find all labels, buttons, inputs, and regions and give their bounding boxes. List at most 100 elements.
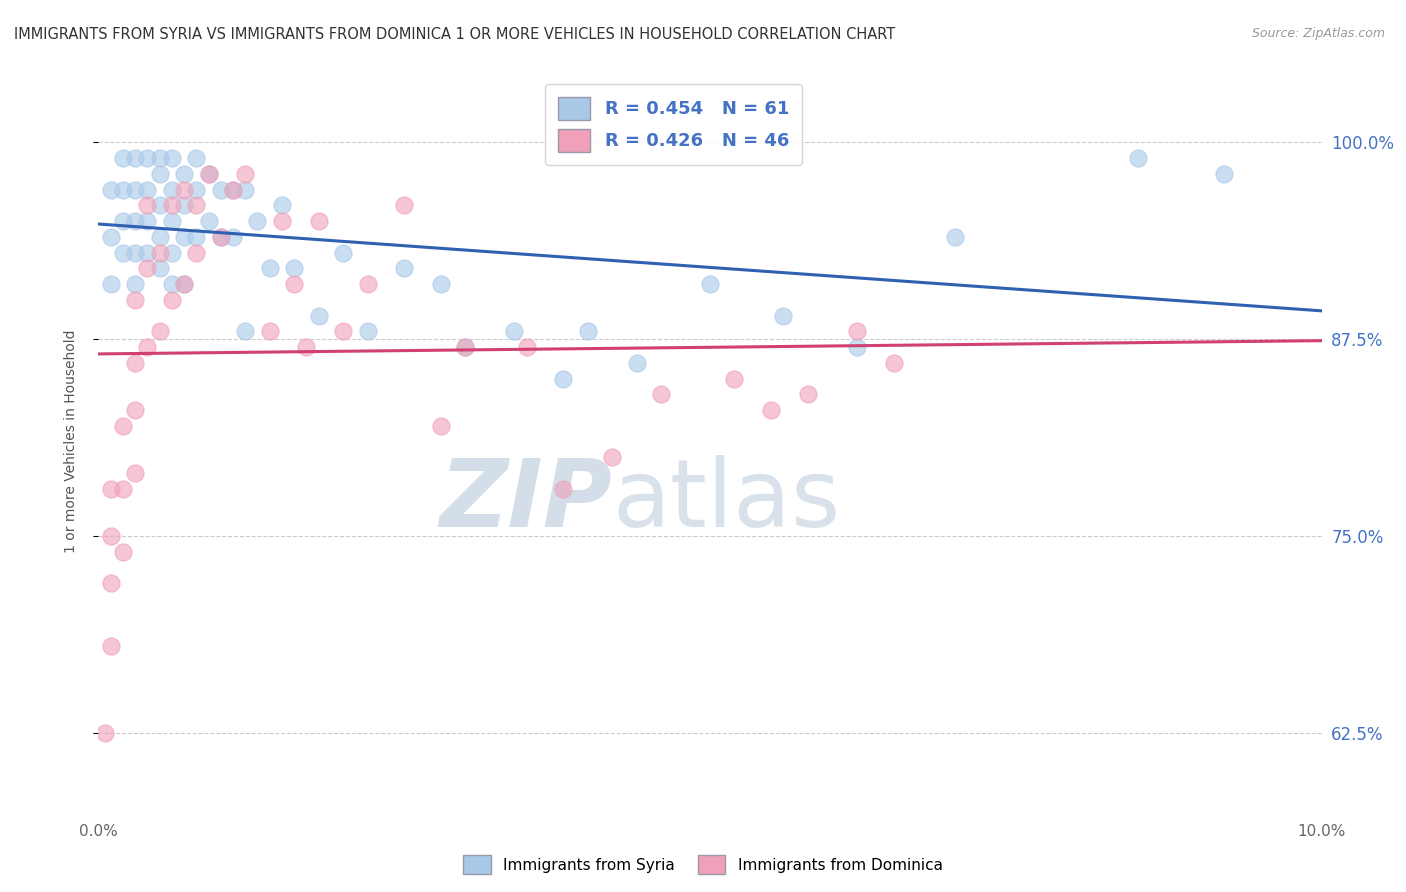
Legend: Immigrants from Syria, Immigrants from Dominica: Immigrants from Syria, Immigrants from D… [457, 849, 949, 880]
Point [136, 245, 159, 260]
Point [283, 261, 305, 276]
Point [186, 229, 208, 244]
Point [454, 340, 477, 354]
Point [124, 403, 146, 417]
Point [111, 245, 134, 260]
Point [124, 245, 146, 260]
Point [392, 261, 416, 276]
Point [160, 151, 183, 165]
Text: atlas: atlas [612, 455, 841, 547]
Point [160, 198, 183, 212]
Point [1212, 167, 1234, 181]
Point [503, 324, 526, 338]
Point [100, 482, 122, 496]
Point [197, 167, 219, 181]
Point [186, 245, 208, 260]
Point [149, 324, 172, 338]
Point [233, 167, 256, 181]
Point [100, 229, 122, 244]
Legend: R = 0.454   N = 61, R = 0.426   N = 46: R = 0.454 N = 61, R = 0.426 N = 46 [546, 84, 801, 165]
Text: ZIP: ZIP [439, 455, 612, 547]
Point [100, 640, 122, 654]
Point [797, 387, 820, 401]
Point [246, 214, 269, 228]
Point [516, 340, 538, 354]
Text: Source: ZipAtlas.com: Source: ZipAtlas.com [1251, 27, 1385, 40]
Point [160, 182, 183, 196]
Point [356, 324, 378, 338]
Text: IMMIGRANTS FROM SYRIA VS IMMIGRANTS FROM DOMINICA 1 OR MORE VEHICLES IN HOUSEHOL: IMMIGRANTS FROM SYRIA VS IMMIGRANTS FROM… [14, 27, 896, 42]
Point [553, 371, 575, 385]
Point [759, 403, 782, 417]
Point [173, 198, 195, 212]
Point [111, 182, 134, 196]
Point [149, 167, 172, 181]
Point [173, 229, 195, 244]
Point [100, 529, 122, 543]
Point [124, 293, 146, 307]
Point [124, 151, 146, 165]
Point [430, 418, 453, 433]
Point [699, 277, 721, 291]
Point [173, 277, 195, 291]
Point [93, 726, 115, 740]
Y-axis label: 1 or more Vehicles in Household: 1 or more Vehicles in Household [63, 330, 77, 553]
Point [845, 324, 868, 338]
Point [160, 277, 183, 291]
Point [149, 229, 172, 244]
Point [454, 340, 477, 354]
Point [845, 340, 868, 354]
Point [100, 182, 122, 196]
Point [111, 214, 134, 228]
Point [124, 214, 146, 228]
Point [209, 182, 232, 196]
Point [136, 182, 159, 196]
Point [332, 324, 354, 338]
Point [883, 356, 905, 370]
Point [186, 182, 208, 196]
Point [173, 182, 195, 196]
Point [160, 214, 183, 228]
Point [149, 198, 172, 212]
Point [209, 229, 232, 244]
Point [259, 261, 281, 276]
Point [124, 277, 146, 291]
Point [100, 277, 122, 291]
Point [233, 182, 256, 196]
Point [270, 198, 292, 212]
Point [553, 482, 575, 496]
Point [111, 418, 134, 433]
Point [295, 340, 318, 354]
Point [222, 229, 245, 244]
Point [160, 293, 183, 307]
Point [149, 151, 172, 165]
Point [173, 277, 195, 291]
Point [111, 482, 134, 496]
Point [124, 182, 146, 196]
Point [136, 340, 159, 354]
Point [149, 245, 172, 260]
Point [772, 309, 794, 323]
Point [308, 309, 330, 323]
Point [136, 261, 159, 276]
Point [233, 324, 256, 338]
Point [356, 277, 378, 291]
Point [270, 214, 292, 228]
Point [332, 245, 354, 260]
Point [197, 167, 219, 181]
Point [626, 356, 648, 370]
Point [650, 387, 672, 401]
Point [392, 198, 416, 212]
Point [308, 214, 330, 228]
Point [430, 277, 453, 291]
Point [124, 356, 146, 370]
Point [173, 167, 195, 181]
Point [943, 229, 966, 244]
Point [209, 229, 232, 244]
Point [149, 261, 172, 276]
Point [222, 182, 245, 196]
Point [111, 151, 134, 165]
Point [197, 214, 219, 228]
Point [259, 324, 281, 338]
Point [136, 198, 159, 212]
